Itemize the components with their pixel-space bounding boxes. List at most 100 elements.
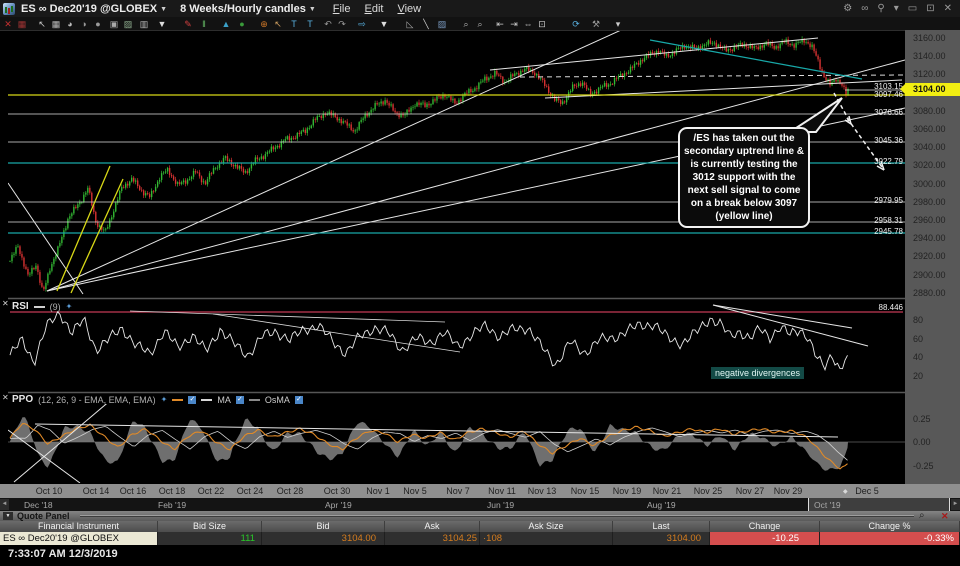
chart-scrollbar[interactable]: ◄ ► Dec '18 Feb '19 Apr '19 Jun '19 Aug '19 O… <box>0 498 960 511</box>
window-settings-gear-icon[interactable]: ⚙ <box>843 2 853 14</box>
candle-body <box>308 128 310 129</box>
candle-body <box>526 66 528 69</box>
zoom-left-icon[interactable]: ⇤ <box>496 18 504 29</box>
hatch-tool-icon[interactable]: ▨ <box>437 18 447 29</box>
candle-body <box>633 63 636 68</box>
ppo-legend-checkbox[interactable]: ✓ <box>188 395 197 404</box>
redo-icon[interactable]: ↷ <box>338 18 346 29</box>
column-header-change[interactable]: Change <box>710 521 820 532</box>
pointer-tool-icon[interactable]: ↖ <box>38 18 46 29</box>
half-circle-icon[interactable]: ◑ <box>81 18 87 29</box>
candle-body <box>697 46 700 49</box>
zoom-tool-icon[interactable]: ⌕ <box>463 18 469 29</box>
candle-body <box>823 71 825 78</box>
triangle-tool-icon[interactable]: ▲ <box>221 18 231 29</box>
ppo-close-button[interactable]: ✕ <box>2 393 9 402</box>
price-axis[interactable]: 3160.003140.003120.003100.003080.003060.… <box>905 30 960 498</box>
quote-collapse-icon[interactable]: ▼ <box>3 512 13 520</box>
candle-body <box>771 42 773 46</box>
candle-body <box>420 102 422 105</box>
window-pin-caret-icon[interactable]: ▾ <box>893 2 899 14</box>
column-header-bid[interactable]: Bid <box>262 521 385 532</box>
quote-close-icon[interactable]: ✕ <box>941 511 949 521</box>
green-sphere-icon[interactable]: ● <box>239 18 245 29</box>
scrollbar-thumb[interactable] <box>808 498 950 511</box>
ppo-legend-checkbox[interactable]: ✓ <box>235 395 244 404</box>
window-pin-window-icon[interactable]: ⚲ <box>877 2 885 14</box>
trendline-tool-icon[interactable]: ╲ <box>423 18 429 29</box>
window-close-icon[interactable]: ✕ <box>943 2 952 14</box>
grid-2-icon[interactable]: ▥ <box>139 18 149 29</box>
zoom-reset-icon[interactable]: ⊡ <box>538 18 546 29</box>
text-tool-icon[interactable]: T <box>291 18 297 29</box>
column-header-financial-instrument[interactable]: Financial Instrument <box>0 521 158 532</box>
zoom-fit-icon[interactable]: ⇔ <box>523 18 533 29</box>
scroll-left-icon[interactable]: ◄ <box>0 499 9 510</box>
candle-body <box>13 253 15 255</box>
menu-file[interactable]: File <box>332 2 351 15</box>
candle-body <box>631 66 634 68</box>
dropdown-triangle-2-icon[interactable]: ▼ <box>379 18 389 29</box>
text-note-icon[interactable]: T <box>307 18 313 29</box>
tools-caret-icon[interactable]: ▾ <box>615 18 621 29</box>
candle-body <box>240 166 243 169</box>
column-header-ask[interactable]: Ask <box>385 521 480 532</box>
window-restore-icon[interactable]: ⊡ <box>926 2 935 14</box>
quote-search-icon[interactable]: ⌕ <box>919 510 925 521</box>
erase-drawing-icon[interactable]: ✕ <box>4 18 12 29</box>
timeframe-caret-icon[interactable]: ▼ <box>308 5 316 13</box>
symbol-caret-icon[interactable]: ▼ <box>160 5 168 13</box>
candle-body <box>101 225 103 230</box>
undo-icon[interactable]: ↶ <box>324 18 332 29</box>
price-tick: 3020.00 <box>913 160 946 171</box>
date-axis[interactable]: Oct 10 Oct 14 Oct 16 Oct 18 Oct 22 Oct 24 Oct … <box>0 484 960 498</box>
candle-body <box>691 44 694 49</box>
timeframe-selector[interactable]: 8 Weeks/Hourly candles <box>180 2 306 15</box>
sphere-icon[interactable]: ● <box>95 18 101 29</box>
candle-body <box>617 75 620 79</box>
column-header-last[interactable]: Last <box>613 521 710 532</box>
target-icon[interactable]: ⊕ <box>260 18 268 29</box>
rsi-close-button[interactable]: ✕ <box>2 299 9 308</box>
candle-body <box>93 205 95 212</box>
candle-body <box>735 45 737 48</box>
quote-cell-change: -10.25 <box>710 532 820 545</box>
grid-layout-icon[interactable]: ▦ <box>51 18 61 29</box>
column-header-bid-size[interactable]: Bid Size <box>158 521 262 532</box>
refresh-icon[interactable]: ⟳ <box>572 18 580 29</box>
dropdown-triangle-icon[interactable]: ▼ <box>157 18 167 29</box>
pie-tool-icon[interactable]: ◕ <box>67 18 73 29</box>
candle-body <box>807 41 809 44</box>
candle-body <box>793 44 795 48</box>
quote-table-row[interactable]: ES ∞ Dec20'19 @GLOBEX 111 3104.00 3104.25·1… <box>0 532 960 545</box>
cursor-icon[interactable]: ↖ <box>274 18 282 29</box>
candles-icon[interactable]: ‖ <box>202 18 206 29</box>
blue-arrow-icon[interactable]: ⇨ <box>358 18 366 29</box>
image-2-icon[interactable]: ▨ <box>123 18 133 29</box>
annotate-pen-icon[interactable]: ✎ <box>184 18 192 29</box>
ppo-tick: -0.25 <box>913 460 934 471</box>
candle-body <box>671 52 674 56</box>
menu-edit[interactable]: Edit <box>364 2 384 15</box>
ruler-icon[interactable]: ◺ <box>406 18 414 29</box>
column-header-ask-size[interactable]: Ask Size <box>480 521 613 532</box>
zoom-tool-2-icon[interactable]: ⌕ <box>477 18 483 29</box>
column-header-change-[interactable]: Change % <box>820 521 960 532</box>
zoom-right-icon[interactable]: ⇥ <box>510 18 518 29</box>
ppo-legend-checkbox[interactable]: ✓ <box>294 395 303 404</box>
candle-body <box>91 192 93 206</box>
scroll-right-icon[interactable]: ► <box>951 499 960 510</box>
ppo-settings-icon[interactable]: ✦ <box>160 395 168 404</box>
window-link-charts-icon[interactable]: ∞ <box>861 2 869 14</box>
candle-body <box>232 165 235 167</box>
candle-body <box>494 70 496 77</box>
rsi-settings-icon[interactable]: ✦ <box>65 302 73 311</box>
image-icon[interactable]: ▣ <box>109 18 119 29</box>
symbol-title[interactable]: ES ∞ Dec20'19 @GLOBEX <box>21 2 158 15</box>
candle-body <box>67 218 69 229</box>
window-minimize-icon[interactable]: ▭ <box>907 2 918 14</box>
red-grid-icon[interactable]: ▦ <box>17 18 27 29</box>
menu-view[interactable]: View <box>397 2 422 15</box>
tools-icon[interactable]: ⚒ <box>591 18 601 29</box>
